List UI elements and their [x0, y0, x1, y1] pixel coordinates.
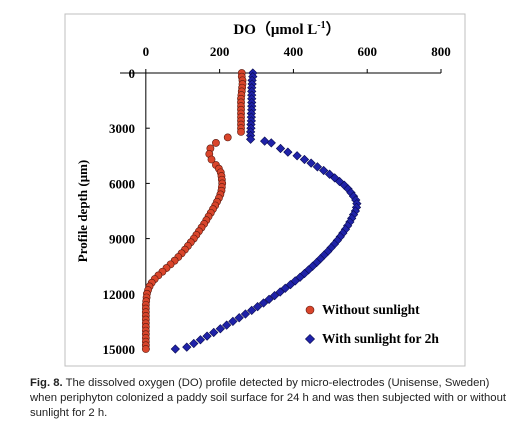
data-point-diamond [182, 342, 192, 352]
data-point-diamond [292, 151, 302, 161]
data-point-diamond [324, 169, 335, 179]
plot-frame [64, 13, 466, 367]
y-tick-label: 12000 [103, 287, 136, 302]
data-point-circle [207, 155, 216, 164]
data-point-diamond [228, 316, 238, 327]
chart-title-close: ） [326, 20, 341, 38]
data-point-diamond [312, 162, 323, 172]
data-point-diamond [306, 158, 316, 168]
x-tick-label: 400 [284, 44, 304, 59]
data-point-diamond [240, 309, 251, 319]
y-tick-label: 9000 [109, 232, 135, 247]
data-point-diamond [334, 176, 345, 187]
data-point-circle [237, 127, 245, 136]
series-1 [141, 69, 247, 353]
data-point-diamond [252, 302, 263, 312]
data-point-diamond [264, 294, 274, 304]
data-point-diamond [245, 134, 256, 144]
data-point-diamond [266, 138, 276, 148]
figure-caption: Fig. 8. The dissolved oxygen (DO) profil… [30, 376, 512, 421]
data-point-diamond [170, 344, 180, 354]
y-tick-label: 0 [129, 66, 136, 81]
y-tick-label: 15000 [103, 342, 136, 357]
x-tick-label: 600 [357, 44, 377, 59]
data-point-circle [212, 139, 220, 147]
data-point-diamond [269, 291, 280, 301]
series-layer [141, 68, 362, 354]
data-point-diamond [202, 331, 212, 341]
legend-label-2: With sunlight for 2h [322, 331, 439, 346]
axes: 0 200 400 600 800 0 3000 6000 9000 12000 15000 [103, 44, 451, 357]
x-tick-label: 800 [431, 44, 451, 59]
data-point-diamond [222, 320, 232, 330]
legend-label-1: Without sunlight [322, 302, 420, 317]
data-point-diamond [275, 287, 285, 297]
chart-title: DO（μmol L-1） [233, 20, 340, 38]
legend-marker-2 [304, 333, 316, 345]
chart-title-superscript: -1 [317, 20, 325, 31]
data-point-diamond [215, 324, 225, 334]
data-point-circle [141, 345, 150, 353]
data-point-diamond [234, 313, 244, 323]
data-point-diamond [247, 305, 257, 315]
data-point-diamond [280, 283, 290, 293]
y-tick-label: 6000 [109, 176, 135, 191]
data-point-diamond [260, 136, 270, 146]
data-point-diamond [258, 298, 269, 308]
y-tick-label: 3000 [109, 121, 135, 136]
x-tick-label: 200 [210, 44, 230, 59]
caption-label: Fig. 8. [30, 377, 63, 389]
data-point-diamond [285, 279, 296, 290]
data-point-diamond [195, 335, 206, 345]
caption-text: The dissolved oxygen (DO) profile detect… [30, 377, 507, 419]
x-tick-label: 0 [143, 44, 150, 59]
y-axis-label: Profile depth (μm) [75, 160, 90, 262]
legend: Without sunlight With sunlight for 2h [304, 302, 439, 346]
data-point-diamond [299, 154, 310, 165]
data-point-diamond [189, 338, 199, 349]
chart-title-main: DO（μmol L [233, 20, 317, 38]
data-point-circle [223, 133, 232, 142]
series-2 [170, 68, 362, 354]
data-point-diamond [283, 147, 293, 157]
data-point-diamond [319, 165, 329, 176]
legend-marker-1 [305, 305, 315, 315]
data-point-diamond [275, 143, 286, 154]
data-point-diamond [209, 327, 219, 338]
